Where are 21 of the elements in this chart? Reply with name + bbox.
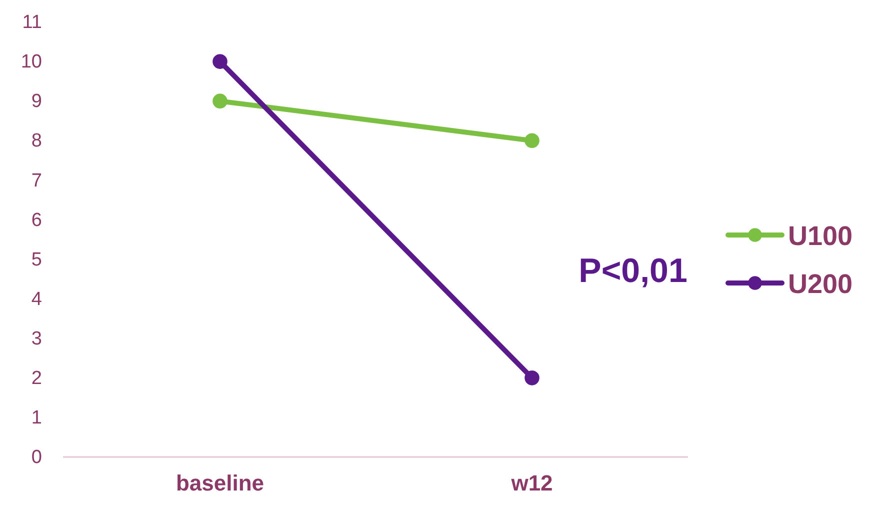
legend-label: U100 [788,221,853,251]
y-tick-label: 2 [31,368,42,389]
y-tick-label: 6 [31,210,42,231]
y-tick-label: 7 [31,170,42,192]
point [524,370,540,386]
y-tick-label: 10 [20,52,42,73]
y-tick-label: 5 [31,249,42,270]
y-tick-label: 3 [31,328,42,350]
x-tick-label: baseline [176,470,264,496]
x-tick-label: w12 [510,470,553,496]
y-tick-label: 11 [22,12,42,34]
y-tick-label: 8 [31,130,42,152]
y-tick-label: 1 [31,408,42,429]
legend-label: U200 [788,269,853,299]
y-tick-label: 0 [31,447,42,468]
y-tick-label: 9 [31,91,42,112]
annotation: P<0,01 [578,252,688,290]
point [212,54,228,69]
point [524,133,540,148]
point [212,94,228,108]
y-tick-label: 4 [31,288,42,310]
